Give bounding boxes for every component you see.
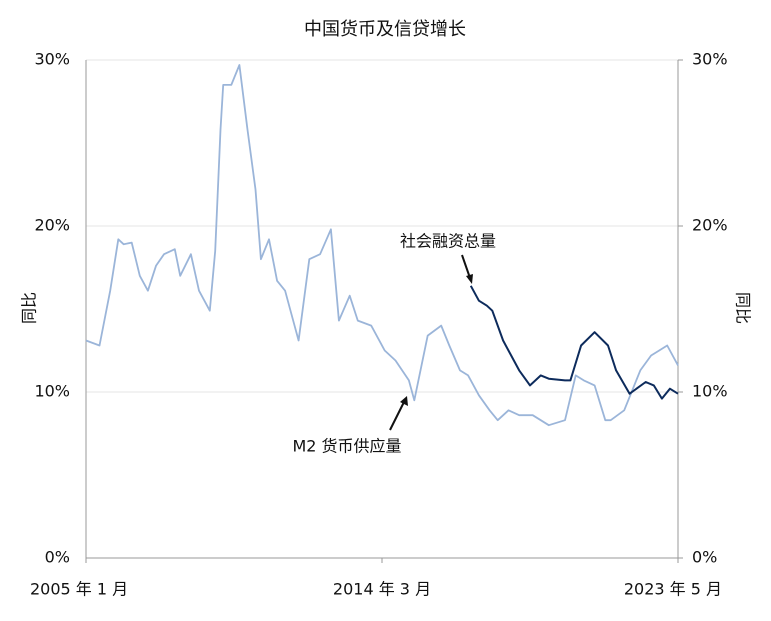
- x-tick-label: 2005 年 1 月: [30, 580, 128, 599]
- annotation-arrowhead: [400, 396, 408, 406]
- y2-tick-label: 30%: [692, 50, 728, 69]
- y-tick-label: 20%: [34, 216, 70, 235]
- y2-tick-label: 10%: [692, 382, 728, 401]
- y-tick-label: 30%: [34, 50, 70, 69]
- y2-tick-label: 20%: [692, 216, 728, 235]
- series-line: [85, 64, 679, 427]
- chart-title: 中国货币及信贷增长: [304, 19, 466, 40]
- annotation-arrowhead: [466, 274, 473, 284]
- annotation-arrow: [461, 254, 471, 279]
- annotation-arrow: [389, 401, 405, 431]
- x-tick-label: 2023 年 5 月: [624, 580, 722, 599]
- x-tick-label: 2014 年 3 月: [333, 580, 431, 599]
- y-tick-label: 0%: [45, 548, 70, 567]
- y2-tick-label: 0%: [692, 548, 717, 567]
- annotation: 社会融资总量: [400, 232, 496, 251]
- series-line: [469, 285, 679, 400]
- y2-axis-label: 同比: [734, 292, 753, 324]
- y-tick-label: 10%: [34, 382, 70, 401]
- y-axis-label: 同比: [20, 292, 39, 324]
- annotation: M2 货币供应量: [292, 437, 401, 456]
